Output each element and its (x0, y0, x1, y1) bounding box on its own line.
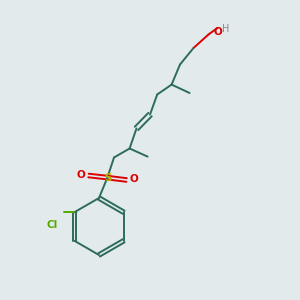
Text: S: S (104, 173, 112, 183)
Text: O: O (129, 174, 138, 184)
Text: H: H (222, 24, 229, 34)
Text: Cl: Cl (47, 220, 58, 230)
Text: O: O (77, 170, 86, 180)
Text: O: O (214, 27, 223, 37)
